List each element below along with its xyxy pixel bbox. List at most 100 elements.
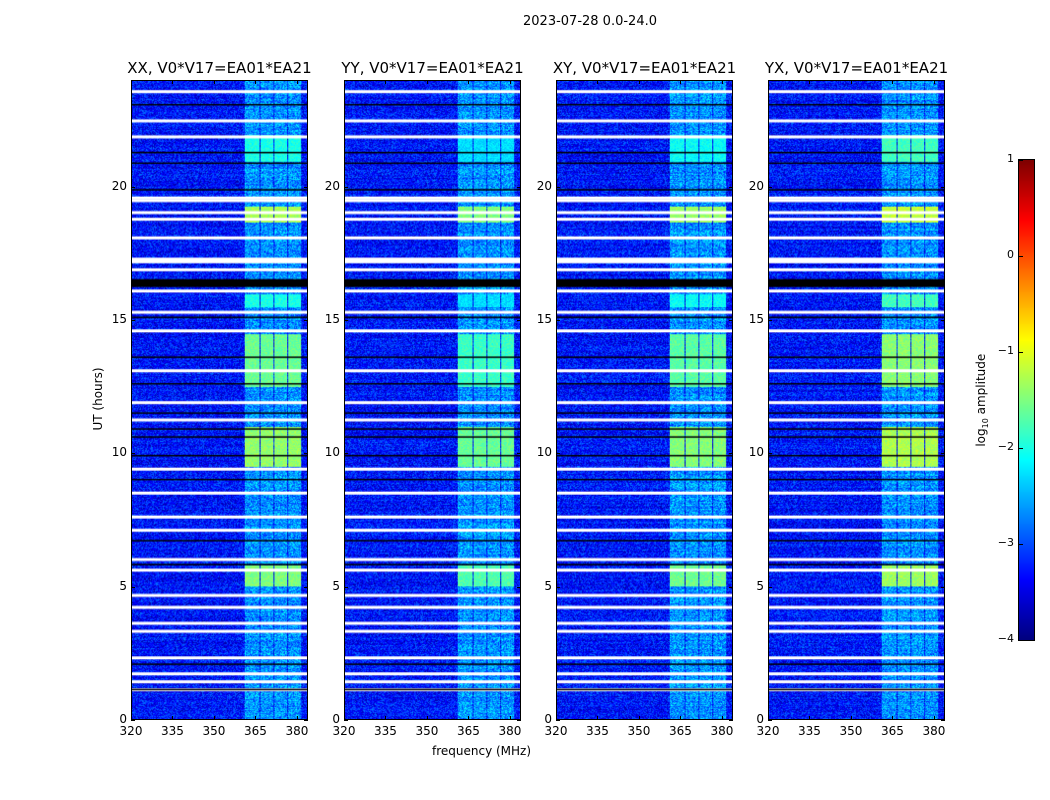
y-tick-mark	[556, 453, 560, 455]
x-tick-label: 350	[415, 724, 439, 738]
y-tick-label: 5	[119, 578, 127, 593]
colorbar-tick-label: 0	[1007, 248, 1014, 261]
x-tick-mark	[172, 80, 174, 84]
colorbar-tick-mark	[1019, 544, 1023, 545]
x-axis-label: frequency (MHz)	[432, 744, 532, 758]
y-tick-mark	[729, 720, 733, 721]
x-tick-label: 380	[710, 724, 734, 738]
y-tick-mark	[344, 320, 348, 321]
y-tick-mark	[768, 720, 772, 721]
x-tick-label: 380	[285, 724, 309, 738]
y-tick-mark	[517, 586, 521, 588]
x-tick-mark	[933, 716, 935, 720]
colorbar-tick-mark	[1019, 160, 1023, 161]
colorbar-tick-mark	[1019, 448, 1023, 449]
y-tick-label: 10	[748, 445, 764, 460]
x-tick-mark	[344, 716, 345, 720]
x-tick-mark	[768, 80, 769, 84]
x-tick-mark	[131, 716, 132, 720]
y-tick-mark	[344, 186, 348, 188]
y-tick-label: 5	[332, 578, 340, 593]
y-tick-mark	[344, 720, 348, 721]
colorbar-tick-label: −1	[997, 344, 1014, 357]
y-tick-mark	[941, 453, 945, 455]
x-tick-label: 320	[756, 724, 780, 738]
x-tick-mark	[850, 716, 852, 720]
panel-title: YX, V0*V17=EA01*EA21	[764, 59, 949, 77]
y-tick-label: 15	[536, 312, 552, 326]
y-tick-mark	[729, 320, 733, 321]
x-tick-mark	[809, 80, 811, 84]
x-tick-mark	[638, 80, 640, 84]
y-tick-mark	[517, 453, 521, 455]
x-tick-label: 365	[457, 724, 480, 738]
y-tick-mark	[304, 453, 308, 455]
x-tick-mark	[426, 80, 428, 84]
y-tick-mark	[304, 720, 308, 721]
y-tick-mark	[768, 186, 772, 188]
y-tick-mark	[131, 186, 135, 188]
y-tick-label: 20	[536, 178, 552, 193]
y-tick-label: 15	[748, 312, 764, 326]
panel-title: XY, V0*V17=EA01*EA21	[552, 59, 737, 77]
y-tick-mark	[304, 586, 308, 588]
x-tick-mark	[255, 80, 257, 84]
x-tick-label: 365	[669, 724, 692, 738]
colorbar-label: log10 amplitude	[973, 353, 991, 447]
x-tick-label: 380	[498, 724, 522, 738]
x-tick-mark	[556, 716, 557, 720]
y-tick-mark	[131, 720, 135, 721]
x-tick-mark	[768, 716, 769, 720]
y-tick-mark	[131, 453, 135, 455]
x-tick-label: 380	[922, 724, 946, 738]
x-tick-mark	[172, 716, 174, 720]
x-tick-mark	[638, 716, 640, 720]
x-tick-mark	[597, 80, 599, 84]
x-tick-label: 335	[161, 724, 184, 738]
y-tick-mark	[344, 586, 348, 588]
y-tick-label: 10	[111, 445, 127, 460]
waterfall-heatmap	[768, 80, 945, 720]
waterfall-heatmap	[344, 80, 521, 720]
x-tick-mark	[296, 716, 298, 720]
y-tick-label: 0	[756, 712, 764, 726]
y-tick-label: 10	[536, 445, 552, 460]
y-tick-label: 20	[748, 178, 764, 193]
x-tick-mark	[850, 80, 852, 84]
x-tick-label: 320	[332, 724, 356, 738]
x-tick-mark	[468, 716, 470, 720]
y-tick-mark	[729, 453, 733, 455]
y-tick-mark	[556, 586, 560, 588]
x-tick-mark	[809, 716, 811, 720]
x-tick-mark	[680, 80, 682, 84]
x-tick-mark	[509, 716, 511, 720]
y-tick-mark	[304, 186, 308, 188]
colorbar-tick-label: −2	[997, 440, 1014, 453]
panel-title: YY, V0*V17=EA01*EA21	[341, 59, 524, 77]
x-tick-mark	[255, 716, 257, 720]
x-tick-mark	[296, 80, 298, 84]
y-tick-label: 15	[324, 312, 340, 326]
waterfall-heatmap	[131, 80, 308, 720]
x-tick-mark	[892, 716, 894, 720]
x-tick-mark	[213, 80, 215, 84]
x-tick-label: 320	[119, 724, 143, 738]
x-tick-mark	[213, 716, 215, 720]
y-tick-mark	[131, 586, 135, 588]
panel-title: XX, V0*V17=EA01*EA21	[127, 59, 312, 77]
x-tick-mark	[721, 716, 723, 720]
y-tick-mark	[344, 453, 348, 455]
colorbar	[1018, 159, 1035, 641]
x-tick-mark	[385, 716, 387, 720]
x-tick-mark	[556, 80, 557, 84]
x-tick-label: 350	[202, 724, 226, 738]
y-tick-mark	[556, 320, 560, 321]
x-tick-label: 365	[881, 724, 904, 738]
y-tick-mark	[941, 720, 945, 721]
x-tick-label: 365	[244, 724, 267, 738]
y-tick-label: 0	[544, 712, 552, 726]
colorbar-tick-mark	[1019, 256, 1023, 257]
y-tick-mark	[556, 186, 560, 188]
x-tick-mark	[509, 80, 511, 84]
